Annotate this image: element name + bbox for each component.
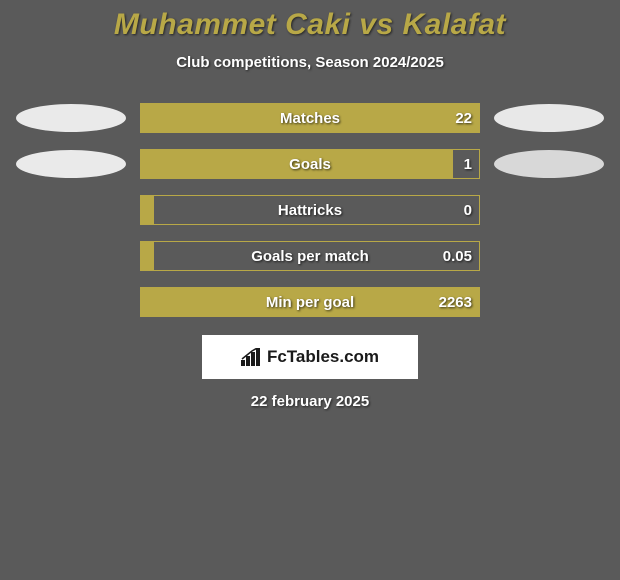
bar-label: Hattricks <box>140 202 480 219</box>
right-marker-oval <box>494 150 604 178</box>
stat-bar: Goals per match0.05 <box>140 241 480 271</box>
right-marker-placeholder <box>494 288 604 316</box>
logo-text: FcTables.com <box>267 347 379 367</box>
stat-row: Min per goal2263 <box>0 287 620 317</box>
bar-chart-icon <box>241 348 263 366</box>
logo: FcTables.com <box>241 347 379 367</box>
bar-value: 0 <box>464 202 472 219</box>
stat-row: Matches22 <box>0 103 620 133</box>
bar-value: 1 <box>464 156 472 173</box>
stat-bar: Hattricks0 <box>140 195 480 225</box>
page-title: Muhammet Caki vs Kalafat <box>0 8 620 42</box>
left-marker-oval <box>16 150 126 178</box>
stat-bar: Min per goal2263 <box>140 287 480 317</box>
date-label: 22 february 2025 <box>0 393 620 410</box>
left-marker-placeholder <box>16 196 126 224</box>
stats-comparison-card: Muhammet Caki vs Kalafat Club competitio… <box>0 0 620 410</box>
stat-rows: Matches22 Goals1 Hattricks0 Goals per match… <box>0 103 620 317</box>
stat-row: Goals per match0.05 <box>0 241 620 271</box>
left-marker-oval <box>16 104 126 132</box>
bar-label: Matches <box>140 110 480 127</box>
bar-label: Min per goal <box>140 294 480 311</box>
right-marker-placeholder <box>494 242 604 270</box>
bar-value: 22 <box>455 110 472 127</box>
subtitle: Club competitions, Season 2024/2025 <box>0 54 620 71</box>
bar-value: 0.05 <box>443 248 472 265</box>
stat-row: Hattricks0 <box>0 195 620 225</box>
stat-bar: Goals1 <box>140 149 480 179</box>
left-marker-placeholder <box>16 242 126 270</box>
bar-value: 2263 <box>439 294 472 311</box>
bar-label: Goals per match <box>140 248 480 265</box>
stat-row: Goals1 <box>0 149 620 179</box>
bar-label: Goals <box>140 156 480 173</box>
stat-bar: Matches22 <box>140 103 480 133</box>
logo-box: FcTables.com <box>202 335 418 379</box>
right-marker-oval <box>494 104 604 132</box>
right-marker-placeholder <box>494 196 604 224</box>
left-marker-placeholder <box>16 288 126 316</box>
